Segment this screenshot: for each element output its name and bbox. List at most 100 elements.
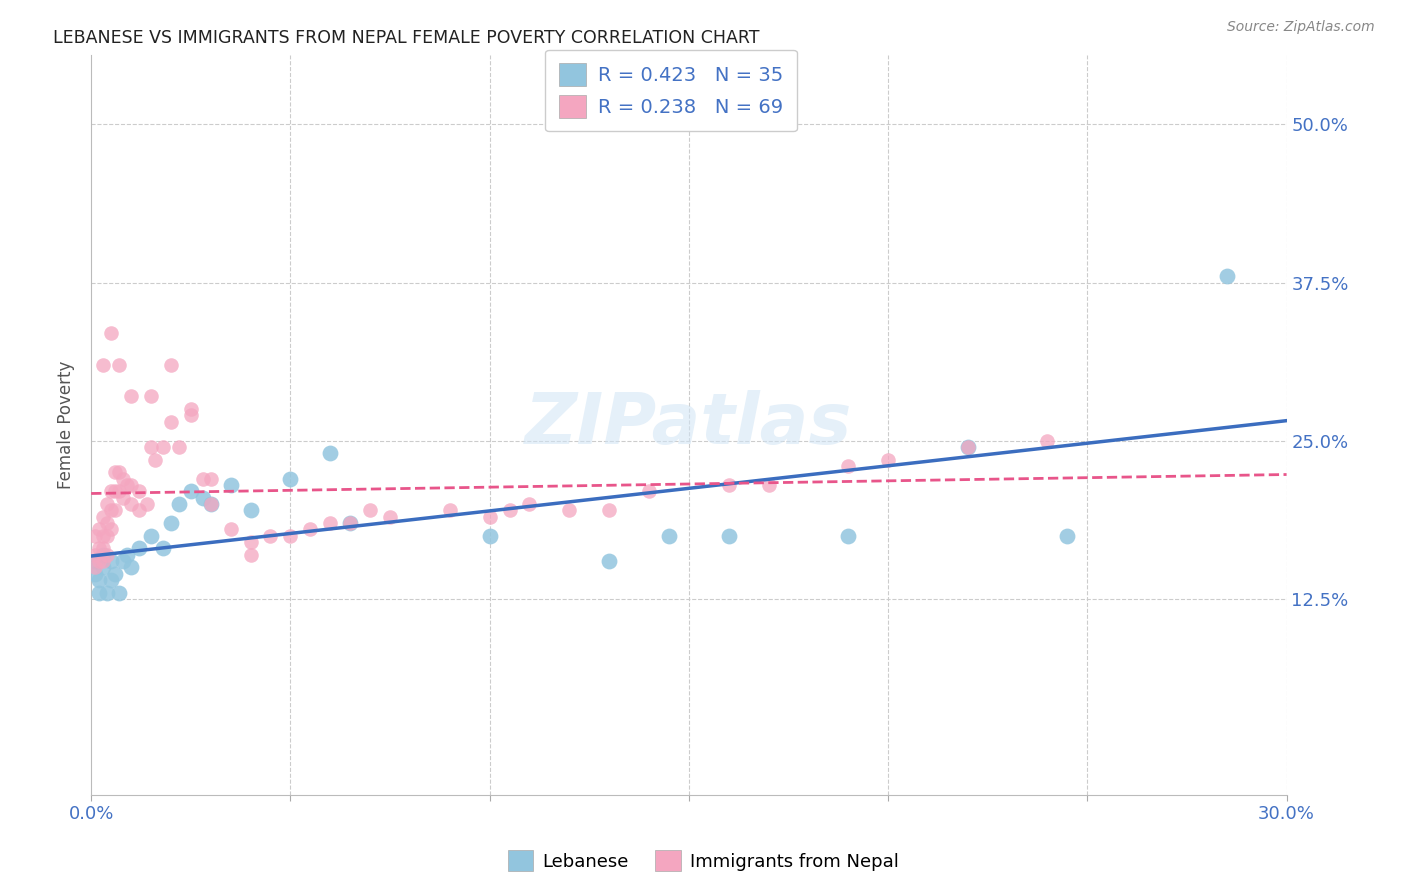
Point: [519, 497, 541, 511]
Point: [1056, 528, 1078, 542]
Point: [837, 458, 859, 473]
Point: [758, 478, 780, 492]
Point: [191, 472, 214, 486]
Point: [200, 497, 222, 511]
Point: [84, 554, 107, 568]
Point: [104, 566, 127, 581]
Point: [717, 528, 740, 542]
Point: [299, 522, 322, 536]
Legend: R = 0.423   N = 35, R = 0.238   N = 69: R = 0.423 N = 35, R = 0.238 N = 69: [546, 50, 797, 131]
Point: [120, 497, 142, 511]
Point: [319, 516, 342, 530]
Point: [877, 452, 900, 467]
Point: [91, 560, 114, 574]
Point: [96, 548, 118, 562]
Point: [84, 560, 107, 574]
Point: [180, 402, 202, 417]
Point: [87, 573, 110, 587]
Point: [1036, 434, 1059, 448]
Point: [100, 554, 122, 568]
Point: [139, 440, 162, 454]
Point: [108, 484, 131, 499]
Point: [160, 415, 183, 429]
Point: [100, 326, 122, 340]
Point: [128, 541, 150, 556]
Point: [112, 554, 135, 568]
Text: ZIPatlas: ZIPatlas: [526, 391, 852, 459]
Point: [180, 409, 202, 423]
Point: [1216, 269, 1239, 284]
Point: [837, 528, 859, 542]
Point: [658, 528, 681, 542]
Point: [160, 358, 183, 372]
Point: [104, 466, 127, 480]
Point: [108, 585, 131, 599]
Point: [87, 554, 110, 568]
Point: [956, 440, 979, 454]
Point: [239, 535, 262, 549]
Point: [598, 503, 620, 517]
Point: [96, 528, 118, 542]
Point: [96, 516, 118, 530]
Point: [139, 528, 162, 542]
Point: [378, 509, 401, 524]
Y-axis label: Female Poverty: Female Poverty: [58, 360, 75, 489]
Point: [219, 478, 242, 492]
Point: [160, 516, 183, 530]
Point: [84, 566, 107, 581]
Point: [200, 472, 222, 486]
Point: [96, 497, 118, 511]
Point: [319, 446, 342, 460]
Point: [108, 358, 131, 372]
Point: [339, 516, 361, 530]
Point: [84, 548, 107, 562]
Point: [100, 503, 122, 517]
Point: [219, 522, 242, 536]
Point: [120, 389, 142, 403]
Point: [91, 541, 114, 556]
Point: [239, 503, 262, 517]
Point: [136, 497, 159, 511]
Point: [91, 548, 114, 562]
Point: [478, 528, 501, 542]
Point: [167, 440, 190, 454]
Point: [91, 554, 114, 568]
Point: [167, 497, 190, 511]
Point: [128, 484, 150, 499]
Point: [112, 472, 135, 486]
Point: [100, 522, 122, 536]
Point: [200, 497, 222, 511]
Text: LEBANESE VS IMMIGRANTS FROM NEPAL FEMALE POVERTY CORRELATION CHART: LEBANESE VS IMMIGRANTS FROM NEPAL FEMALE…: [53, 29, 759, 46]
Point: [108, 466, 131, 480]
Legend: Lebanese, Immigrants from Nepal: Lebanese, Immigrants from Nepal: [501, 843, 905, 879]
Point: [259, 528, 281, 542]
Point: [280, 528, 302, 542]
Point: [717, 478, 740, 492]
Point: [191, 491, 214, 505]
Point: [104, 503, 127, 517]
Point: [152, 440, 174, 454]
Point: [339, 516, 361, 530]
Point: [239, 548, 262, 562]
Point: [139, 389, 162, 403]
Point: [280, 472, 302, 486]
Point: [598, 554, 620, 568]
Point: [439, 503, 461, 517]
Point: [956, 440, 979, 454]
Point: [120, 478, 142, 492]
Point: [91, 528, 114, 542]
Point: [115, 548, 138, 562]
Point: [115, 478, 138, 492]
Point: [359, 503, 381, 517]
Point: [91, 509, 114, 524]
Point: [180, 484, 202, 499]
Point: [143, 452, 166, 467]
Point: [112, 491, 135, 505]
Point: [104, 484, 127, 499]
Point: [498, 503, 520, 517]
Point: [87, 522, 110, 536]
Point: [638, 484, 661, 499]
Point: [558, 503, 581, 517]
Point: [87, 541, 110, 556]
Point: [120, 560, 142, 574]
